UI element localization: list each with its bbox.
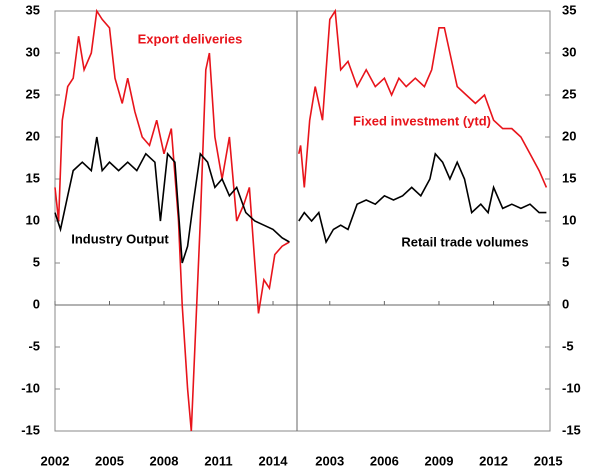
series-line: [298, 152, 547, 245]
x-tick-label: 2005: [95, 453, 124, 468]
x-tick-label: 2012: [479, 453, 508, 468]
y-tick-label: 10: [562, 212, 576, 227]
y-tick-label: 15: [562, 170, 576, 185]
y-tick-label: 25: [562, 86, 576, 101]
x-tick-label: 2011: [204, 453, 232, 468]
y-tick-label: 0: [33, 296, 40, 311]
annotation: Fixed investment (ytd): [353, 113, 491, 128]
plot-frame: [54, 10, 551, 432]
y-tick-label: 35: [562, 2, 576, 17]
annotation: Export deliveries: [138, 31, 243, 46]
y-tick-label: 5: [33, 254, 40, 269]
x-tick-label: 2009: [425, 453, 454, 468]
y-tick-label: 35: [26, 2, 40, 17]
y-tick-label: 30: [26, 44, 40, 59]
y-tick-label: -5: [562, 338, 574, 353]
series-line: [54, 136, 290, 264]
x-tick-label: 2002: [41, 453, 70, 468]
y-tick-label: 20: [26, 128, 40, 143]
x-tick-label: 2003: [315, 453, 344, 468]
y-tick-label: 30: [562, 44, 576, 59]
x-tick-label: 2015: [534, 453, 563, 468]
annotation: Industry Output: [71, 231, 169, 246]
x-tick-label: 2014: [259, 453, 289, 468]
y-tick-label: -15: [21, 422, 40, 437]
annotation: Retail trade volumes: [401, 234, 528, 249]
y-tick-label: 25: [26, 86, 40, 101]
x-tick-label: 2008: [150, 453, 179, 468]
y-tick-label: 0: [562, 296, 569, 311]
y-tick-label: 5: [562, 254, 569, 269]
y-tick-label: 20: [562, 128, 576, 143]
y-tick-label: 15: [26, 170, 40, 185]
series-line: [298, 8, 548, 188]
y-tick-label: -10: [562, 380, 581, 395]
y-tick-label: 10: [26, 212, 40, 227]
x-tick-label: 2006: [370, 453, 399, 468]
y-tick-label: -10: [21, 380, 40, 395]
y-tick-label: -5: [28, 338, 40, 353]
y-tick-label: -15: [562, 422, 581, 437]
